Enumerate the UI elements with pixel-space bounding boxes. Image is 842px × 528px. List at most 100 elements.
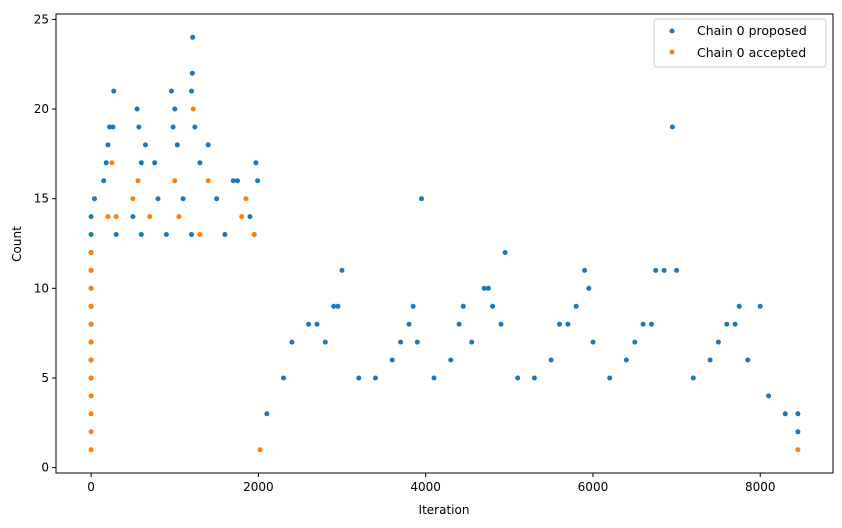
- data-point: [88, 250, 94, 255]
- data-point: [448, 357, 454, 363]
- data-point: [88, 285, 94, 291]
- data-point: [180, 196, 186, 202]
- data-point: [582, 267, 588, 273]
- data-point: [222, 232, 228, 237]
- data-point: [586, 285, 592, 291]
- data-point: [103, 160, 109, 166]
- data-point: [110, 124, 116, 130]
- data-point: [736, 303, 742, 309]
- data-point: [134, 106, 140, 112]
- data-point: [623, 357, 629, 363]
- data-point: [715, 339, 721, 345]
- data-point: [707, 357, 713, 363]
- legend-marker-accepted: [669, 49, 675, 55]
- data-point: [674, 267, 680, 273]
- data-point: [197, 160, 203, 166]
- data-point: [498, 321, 504, 327]
- data-point: [431, 375, 437, 381]
- data-point: [130, 196, 136, 202]
- series-0: [88, 34, 801, 435]
- data-point: [573, 303, 579, 309]
- data-point: [757, 303, 763, 309]
- data-point: [88, 393, 94, 399]
- data-point: [105, 142, 111, 148]
- legend-marker-proposed: [669, 28, 675, 34]
- data-point: [669, 124, 675, 130]
- data-point: [373, 375, 378, 381]
- y-tick-label: 0: [41, 461, 49, 475]
- data-point: [389, 357, 395, 363]
- data-point: [661, 267, 667, 273]
- data-point: [88, 339, 94, 345]
- data-point: [172, 106, 178, 112]
- data-point: [724, 321, 730, 327]
- data-point: [190, 106, 196, 112]
- data-point: [322, 339, 328, 345]
- data-point: [170, 124, 176, 130]
- data-point: [105, 214, 111, 220]
- data-point: [189, 232, 194, 237]
- data-point: [502, 250, 508, 255]
- x-axis: 0 2000 4000 6000 8000: [87, 473, 776, 494]
- data-point: [113, 232, 119, 237]
- data-point: [197, 232, 203, 237]
- data-point: [257, 447, 263, 453]
- data-point: [163, 232, 169, 237]
- data-point: [264, 411, 270, 417]
- data-point: [640, 321, 646, 327]
- data-point: [88, 429, 94, 435]
- data-point: [152, 160, 158, 166]
- y-tick-label: 15: [34, 192, 49, 206]
- data-point: [88, 411, 94, 417]
- data-point: [289, 339, 295, 345]
- data-point: [632, 339, 638, 345]
- data-point: [174, 142, 180, 148]
- data-point: [88, 232, 94, 237]
- data-point: [192, 124, 198, 130]
- data-point: [414, 339, 420, 345]
- x-tick-label: 2000: [243, 480, 274, 494]
- data-point: [590, 339, 596, 345]
- data-point: [531, 375, 537, 381]
- data-point: [168, 88, 174, 94]
- data-point: [481, 285, 487, 291]
- data-point: [205, 142, 211, 148]
- data-point: [88, 447, 94, 453]
- data-point: [143, 142, 148, 148]
- data-point: [214, 196, 220, 202]
- data-point: [515, 375, 521, 381]
- data-point: [130, 214, 136, 220]
- plot-area: [88, 34, 801, 453]
- data-point: [782, 411, 788, 417]
- data-point: [410, 303, 416, 309]
- y-tick-label: 20: [34, 102, 49, 116]
- data-point: [406, 321, 412, 327]
- data-point: [485, 285, 491, 291]
- data-point: [469, 339, 475, 345]
- data-point: [356, 375, 362, 381]
- y-tick-label: 10: [34, 281, 49, 295]
- data-point: [172, 178, 178, 184]
- data-point: [548, 357, 554, 363]
- data-point: [339, 267, 345, 273]
- data-point: [101, 178, 107, 184]
- data-point: [557, 321, 562, 327]
- data-point: [138, 232, 144, 237]
- x-axis-label: Iteration: [419, 503, 470, 517]
- data-point: [795, 447, 801, 453]
- data-point: [795, 411, 801, 417]
- legend-frame: [653, 18, 827, 68]
- data-point: [230, 178, 236, 184]
- data-point: [398, 339, 404, 345]
- x-tick-label: 4000: [410, 480, 441, 494]
- data-point: [113, 214, 119, 220]
- data-point: [460, 303, 466, 309]
- data-point: [247, 214, 253, 220]
- data-point: [88, 357, 94, 363]
- data-point: [189, 88, 194, 94]
- data-point: [239, 214, 245, 220]
- x-tick-label: 0: [87, 480, 95, 494]
- data-point: [109, 160, 115, 166]
- data-point: [314, 321, 320, 327]
